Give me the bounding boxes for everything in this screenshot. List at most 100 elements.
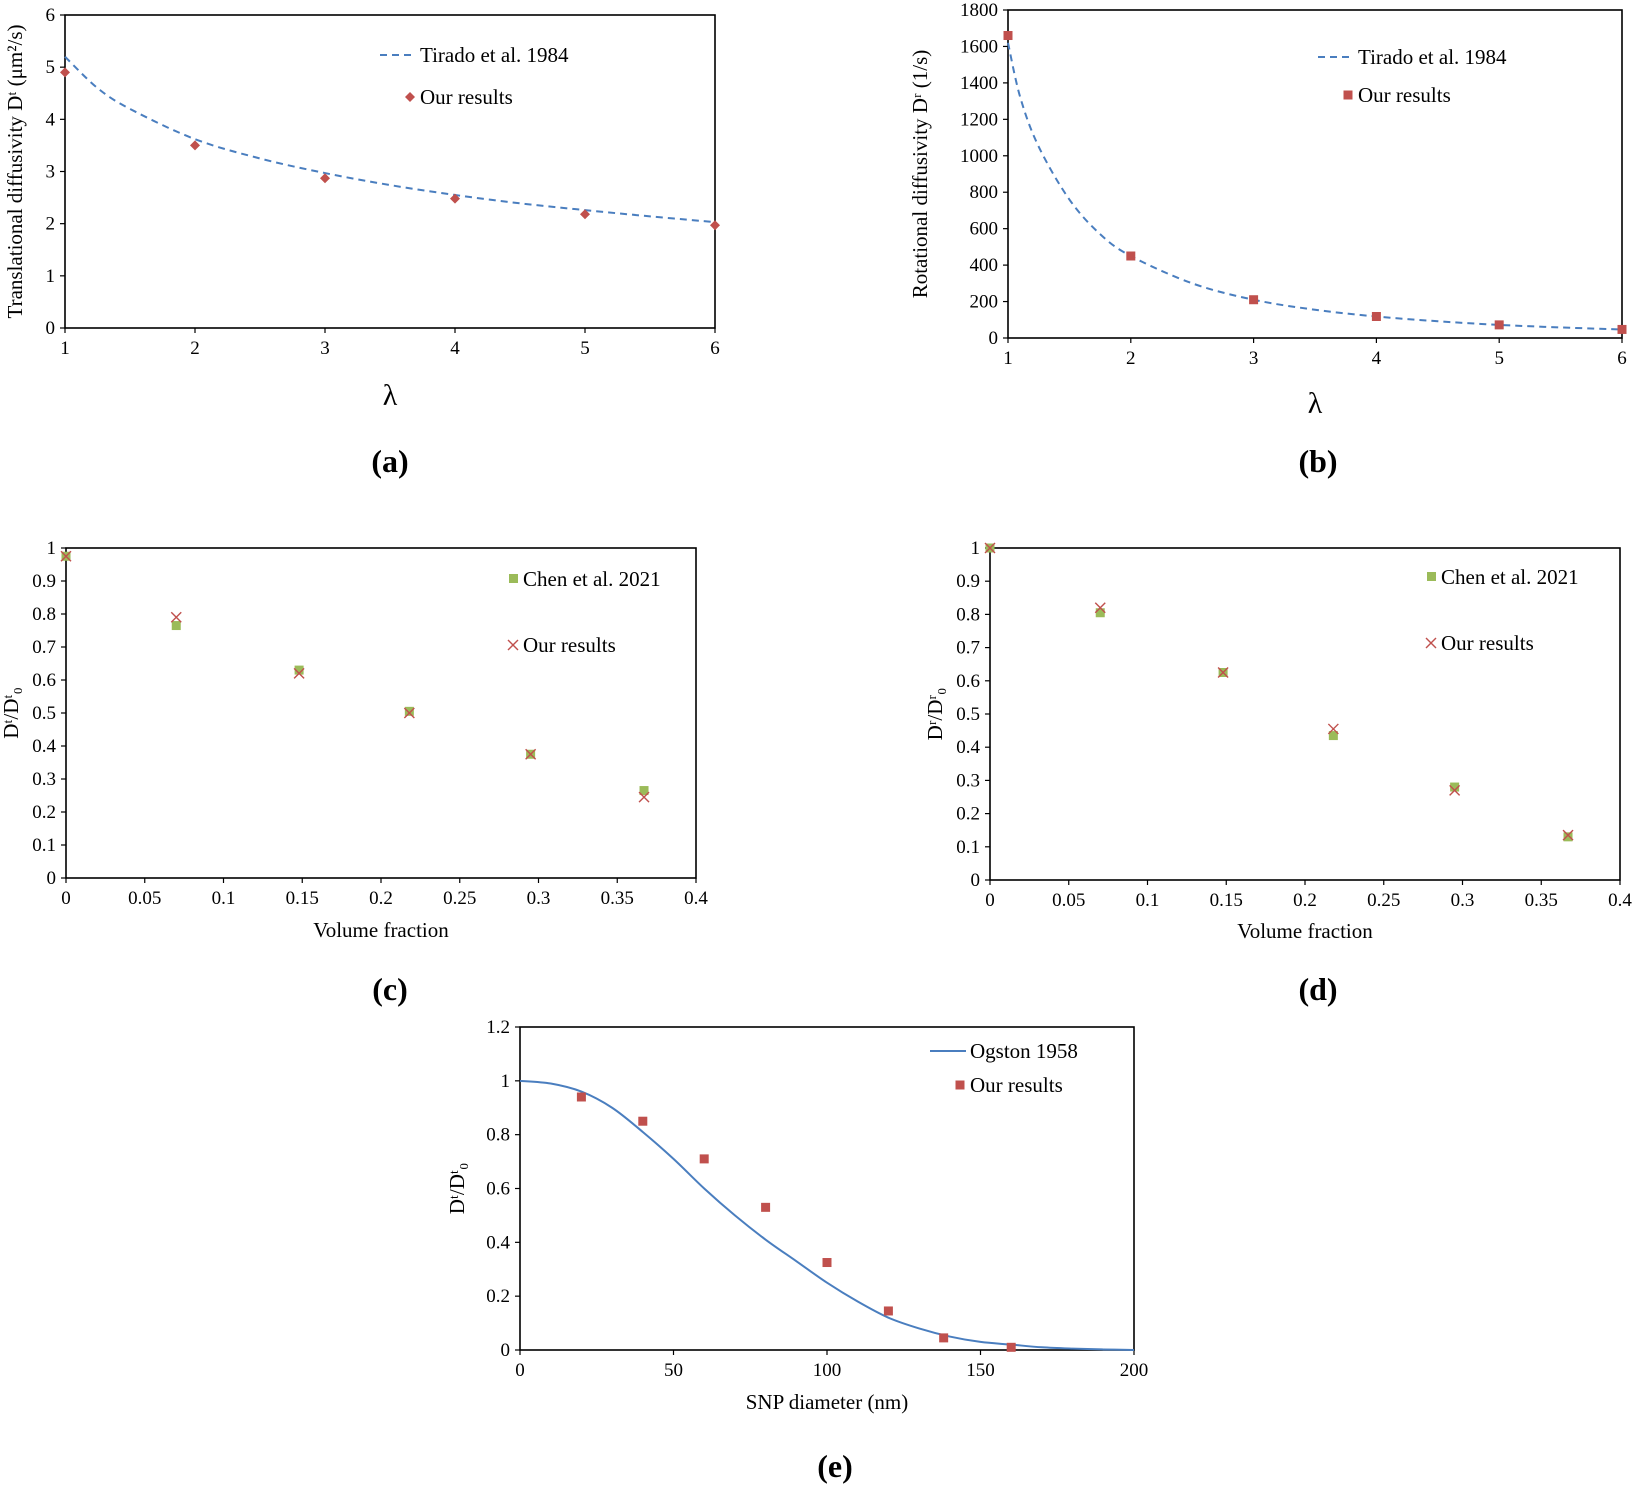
y-tick-label: 0.4 [486,1232,510,1253]
legend-label: Our results [420,85,513,109]
legend-entry: Our results [955,1073,1063,1097]
legend-entry: Ogston 1958 [930,1039,1078,1063]
series-dashed-line [64,56,716,224]
legend-swatch [1343,90,1353,100]
plot-frame-b [1007,9,1623,339]
data-point [699,1154,709,1164]
x-tick-label: 2 [1126,348,1136,369]
x-tick-label: 0.4 [684,888,708,909]
y-tick-label: 800 [970,182,999,203]
data-point [294,665,304,675]
legend-label: Tirado et al. 1984 [1358,45,1507,69]
y-tick-label: 0 [971,870,981,891]
x-tick-label: 0.05 [128,888,161,909]
data-point [1328,731,1338,741]
series-square [576,1092,1016,1352]
y-tick-label: 0.7 [32,637,56,658]
data-point [320,173,330,184]
data-point [984,542,996,554]
legend-label: Our results [523,633,616,657]
legend-entry: Tirado et al. 1984 [1318,45,1507,69]
series-diamond [60,67,720,231]
x-tick-label: 50 [664,1360,683,1381]
x-axis-label: Volume fraction [313,918,449,942]
data-point [171,621,181,631]
legend-label: Ogston 1958 [970,1039,1078,1063]
data-point [450,193,460,204]
x-axis-label: Volume fraction [1237,919,1373,943]
x-tick-label: 0.25 [1367,890,1400,911]
legend-entry: Our results [1343,83,1451,107]
x-tick-label: 0.1 [1136,890,1160,911]
x-tick-label: 1 [1003,348,1013,369]
data-point [710,220,720,231]
data-point [883,1306,893,1316]
x-tick-label: 0.05 [1052,890,1085,911]
y-tick-label: 5 [46,57,56,78]
x-tick-label: 6 [1617,348,1627,369]
data-point [1494,320,1504,330]
x-tick-label: 3 [320,338,330,359]
y-tick-label: 0.1 [32,835,56,856]
legend-entry: Our results [1425,631,1534,655]
y-tick-label: 0.9 [32,571,56,592]
x-tick-label: 2 [190,338,200,359]
y-tick-label: 4 [46,109,56,130]
y-tick-label: 0.8 [32,604,56,625]
data-point [639,786,649,796]
data-point [1095,608,1105,618]
x-tick-label: 0.1 [212,888,236,909]
data-point [1563,832,1573,842]
y-tick-label: 6 [46,5,56,26]
y-tick-label: 0.6 [32,670,56,691]
y-tick-label: 0.2 [956,804,980,825]
x-tick-label: 1 [60,338,70,359]
data-point [1094,602,1106,614]
series-square [1003,31,1627,334]
x-tick-label: 0.3 [1451,890,1475,911]
legend-entry: Our results [507,633,616,657]
legend-swatch [405,92,415,102]
legend-label: Our results [1358,83,1451,107]
data-point [404,706,414,716]
data-point [822,1258,832,1268]
x-tick-label: 0.25 [443,888,476,909]
x-tick-label: 200 [1120,1360,1149,1381]
plot-frame-a [64,14,716,329]
y-tick-label: 1400 [960,73,998,94]
x-axis-label: λ [1308,387,1323,420]
x-tick-label: 100 [813,1360,842,1381]
data-point [170,611,182,623]
data-point [60,550,72,562]
x-tick-label: 0.3 [527,888,551,909]
data-point [1327,723,1339,735]
x-tick-label: 0.4 [1608,890,1632,911]
x-tick-label: 0.2 [369,888,393,909]
data-point [1617,324,1627,334]
y-tick-label: 0.4 [956,737,980,758]
x-tick-label: 3 [1249,348,1259,369]
y-tick-label: 0.5 [32,703,56,724]
chart-b: 1 2 3 4 5 6 0 200 400 600 800 1000 1200 1400 1600 1800 λ… [908,0,1627,420]
data-point [293,667,305,679]
y-tick-label: 0.3 [32,769,56,790]
y-tick-label: 0.6 [956,671,980,692]
y-tick-label: 0.8 [486,1125,510,1146]
y-tick-label: 0.7 [956,638,980,659]
y-tick-label: 1800 [960,0,998,21]
y-tick-label: 0.5 [956,704,980,725]
y-tick-label: 2 [46,214,56,235]
y-tick-label: 0 [501,1340,511,1361]
legend-label: Chen et al. 2021 [523,567,661,591]
series-solid-line [519,1079,1135,1351]
panel-label-e: (e) [817,1448,853,1484]
y-axis-label: Translational diffusivity Dᵗ (μm²/s) [3,25,27,319]
x-tick-label: 0 [515,1360,525,1381]
legend-swatch [509,574,518,583]
data-point [60,67,70,78]
y-tick-label: 600 [970,219,999,240]
panel-label-d: (d) [1298,971,1337,1007]
data-point [525,748,537,760]
y-tick-label: 1 [971,538,981,559]
